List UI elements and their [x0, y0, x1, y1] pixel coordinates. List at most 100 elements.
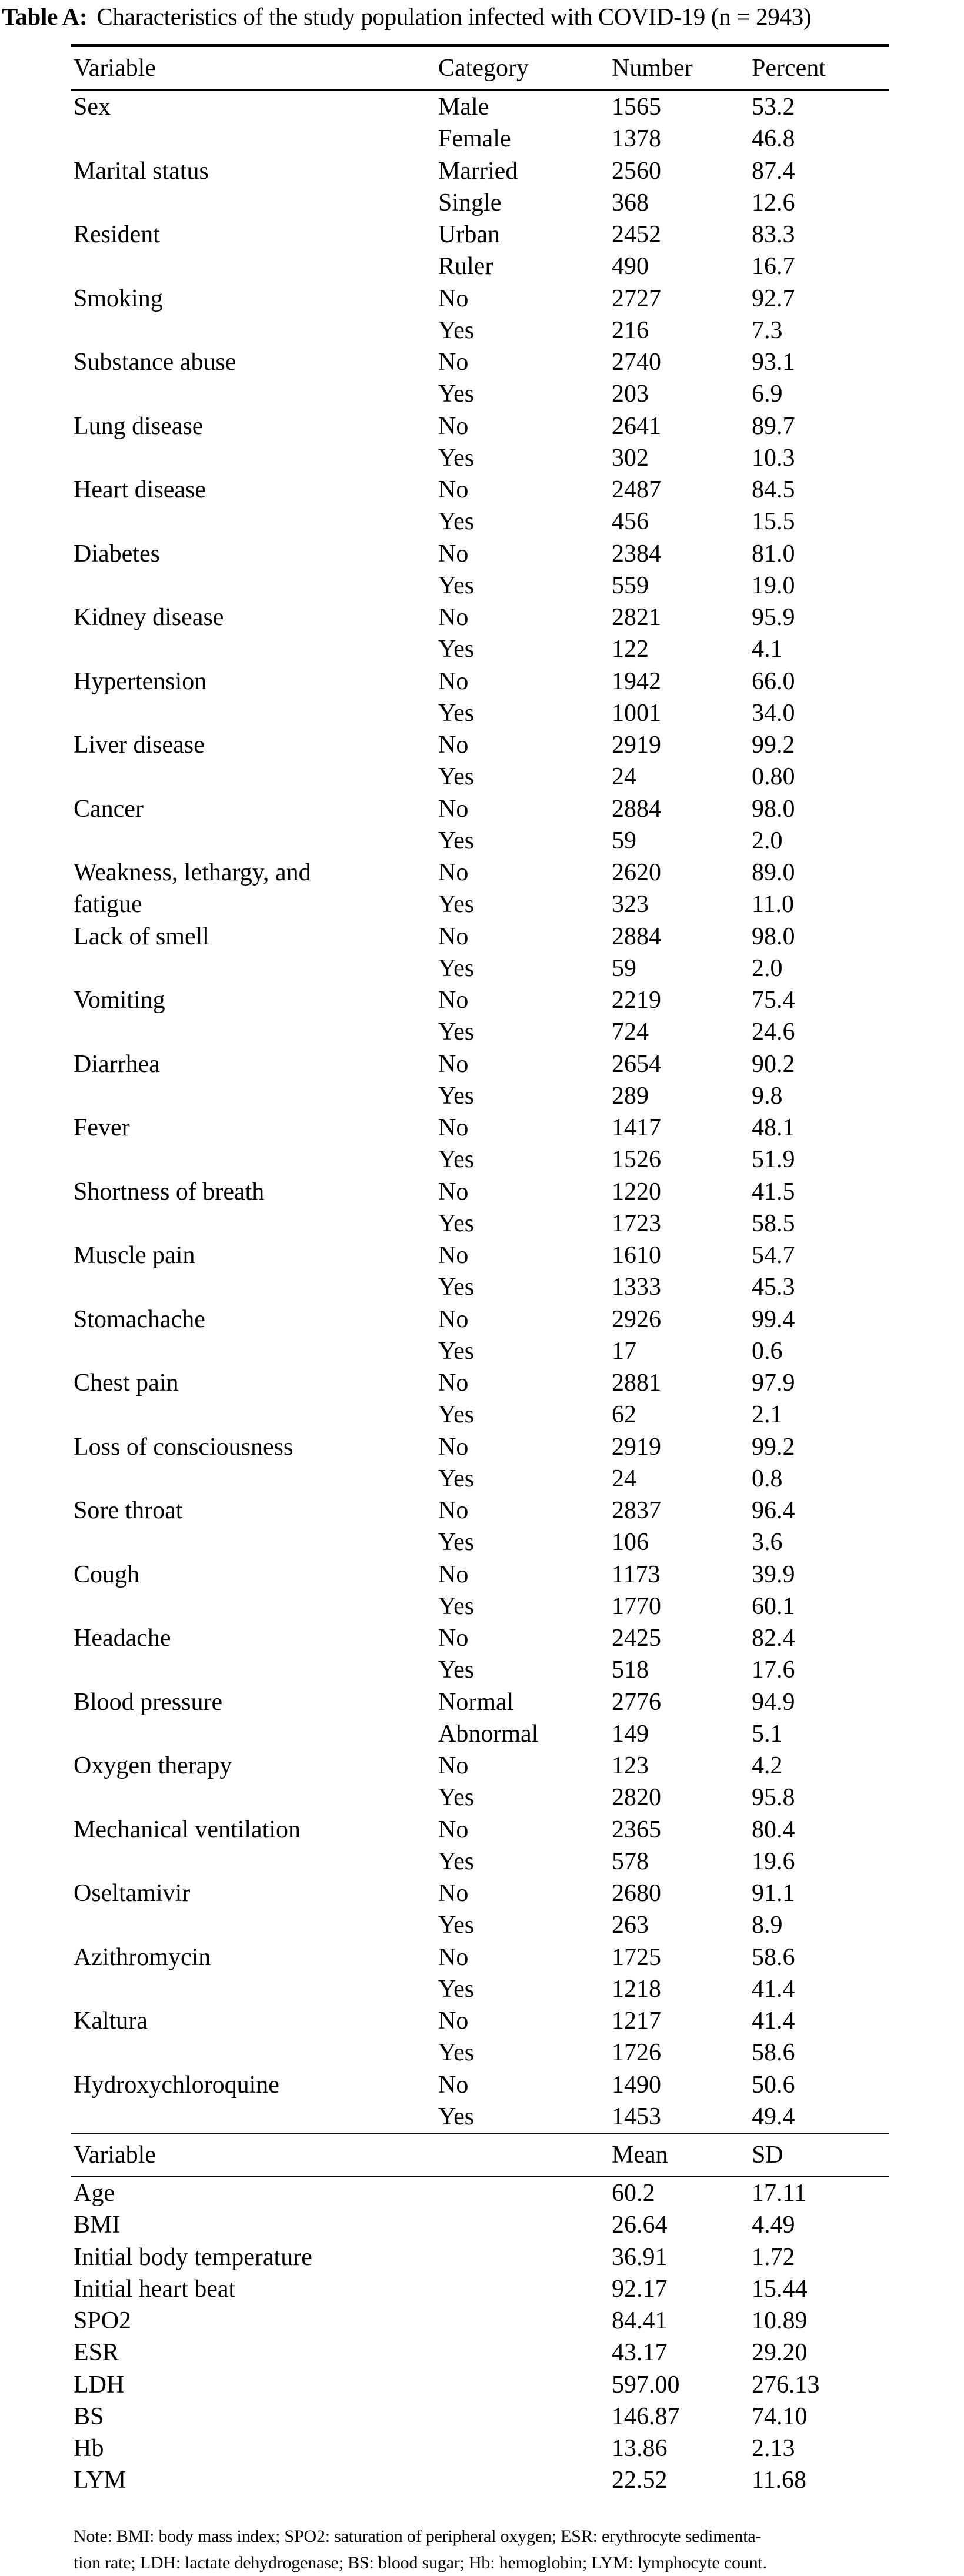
sd-cell: 11.68: [752, 2467, 806, 2494]
table-row: Yes 456 15.5: [71, 506, 889, 537]
mean-cell: 597.00: [612, 2371, 680, 2398]
percent-cell: 82.4: [752, 1625, 795, 1652]
table-row: Lack of smell No 2884 98.0: [71, 921, 889, 953]
variable-cell: Lung disease: [74, 412, 204, 440]
sd-cell: 4.49: [752, 2211, 795, 2239]
percent-cell: 0.80: [752, 763, 795, 791]
percent-cell: 9.8: [752, 1082, 783, 1110]
number-cell: 2365: [612, 1816, 661, 1843]
variable-cell: Cancer: [74, 795, 144, 823]
percent-cell: 2.0: [752, 954, 783, 982]
number-cell: 2487: [612, 476, 661, 503]
percent-cell: 41.5: [752, 1178, 795, 1205]
variable-cell: [74, 697, 438, 729]
number-cell: 1453: [612, 2103, 661, 2130]
category-cell: Yes: [438, 1274, 475, 1301]
variable-cell: Sore throat: [74, 1497, 183, 1524]
number-cell: 1725: [612, 1943, 661, 1971]
category-cell: Yes: [438, 1401, 475, 1429]
category-cell: No: [438, 987, 469, 1014]
number-cell: 2560: [612, 157, 661, 185]
table-row: Yes 122 4.1: [71, 633, 889, 665]
percent-cell: 99.4: [752, 1305, 795, 1333]
number-cell: 559: [612, 572, 649, 599]
table-row: Age 60.2 17.11: [71, 2177, 889, 2209]
table-row: Yes 24 0.80: [71, 761, 889, 793]
table-row: Loss of consciousness No 2919 99.2: [71, 1431, 889, 1463]
number-cell: 1417: [612, 1114, 661, 1141]
rule-top: [71, 44, 889, 47]
percent-cell: 49.4: [752, 2103, 795, 2130]
variable-cell: Marital status: [74, 157, 209, 185]
variable-cell: Vomiting: [74, 987, 165, 1014]
number-cell: 2820: [612, 1784, 661, 1812]
number-cell: 2384: [612, 540, 661, 567]
variable-cell: Mechanical ventilation: [74, 1816, 301, 1843]
variable-cell: Kidney disease: [74, 604, 224, 631]
table-row: Initial body temperature 36.91 1.72: [71, 2241, 889, 2273]
table-row: LYM 22.52 11.68: [71, 2464, 889, 2496]
category-cell: Yes: [438, 1656, 475, 1684]
sd-cell: 74.10: [752, 2403, 808, 2430]
percent-cell: 11.0: [752, 891, 794, 918]
rule-under-section2-header: [71, 2176, 889, 2177]
table-row: fatigue Yes 323 11.0: [71, 888, 889, 920]
table-row: Fever No 1417 48.1: [71, 1112, 889, 1144]
number-cell: 2884: [612, 795, 661, 823]
percent-cell: 19.6: [752, 1847, 795, 1875]
number-cell: 1378: [612, 125, 661, 153]
table-row: Hydroxychloroquine No 1490 50.6: [71, 2069, 889, 2101]
category-cell: No: [438, 2071, 469, 2099]
variable-cell: Diabetes: [74, 540, 160, 567]
number-cell: 1610: [612, 1242, 661, 1269]
table-row: Oseltamivir No 2680 91.1: [71, 1877, 889, 1909]
header-mean: Mean: [612, 2141, 668, 2169]
table-row: Azithromycin No 1725 58.6: [71, 1942, 889, 1973]
variable-cell: [74, 1782, 438, 1813]
variable-cell: Muscle pain: [74, 1242, 195, 1269]
variable-cell: [74, 378, 438, 410]
variable-cell: [74, 1208, 438, 1239]
variable-cell: [74, 1846, 438, 1877]
category-cell: Yes: [438, 1529, 475, 1556]
number-cell: 518: [612, 1656, 649, 1684]
variable-cell: [74, 1016, 438, 1048]
category-cell: Yes: [438, 2103, 475, 2130]
percent-cell: 90.2: [752, 1050, 795, 1078]
variable-cell: [74, 1973, 438, 2005]
variable-cell: [74, 506, 438, 537]
variable-cell: Substance abuse: [74, 349, 236, 376]
variable-cell: Heart disease: [74, 476, 206, 503]
category-cell: Yes: [438, 2039, 475, 2067]
number-cell: 2919: [612, 1433, 661, 1461]
variable-cell: [74, 570, 438, 602]
variable-cell: [74, 761, 438, 793]
table-row: Yes 1333 45.3: [71, 1271, 889, 1303]
percent-cell: 50.6: [752, 2071, 795, 2099]
number-cell: 62: [612, 1401, 636, 1429]
percent-cell: 4.2: [752, 1752, 783, 1779]
variable-cell: Kaltura: [74, 2007, 148, 2034]
variable-cell: [74, 2037, 438, 2069]
percent-cell: 80.4: [752, 1816, 795, 1843]
number-cell: 2919: [612, 731, 661, 759]
category-cell: No: [438, 1943, 469, 1971]
category-cell: Yes: [438, 380, 475, 408]
variable-cell: [74, 1463, 438, 1495]
category-cell: No: [438, 604, 469, 631]
category-cell: Yes: [438, 1210, 475, 1237]
table-row: Vomiting No 2219 75.4: [71, 984, 889, 1016]
number-cell: 456: [612, 508, 649, 536]
percent-cell: 99.2: [752, 1433, 795, 1461]
table-row: Yes 302 10.3: [71, 442, 889, 474]
variable-cell: [74, 633, 438, 665]
variable-cell: Hypertension: [74, 667, 207, 695]
sd-cell: 10.89: [752, 2307, 808, 2334]
table-row: Stomachache No 2926 99.4: [71, 1304, 889, 1335]
category-cell: No: [438, 923, 469, 950]
category-cell: Yes: [438, 1847, 475, 1875]
number-cell: 323: [612, 891, 649, 918]
category-cell: Yes: [438, 1975, 475, 2003]
variable-cell: Initial heart beat: [74, 2275, 236, 2303]
table-row: Weakness, lethargy, and No 2620 89.0: [71, 857, 889, 888]
